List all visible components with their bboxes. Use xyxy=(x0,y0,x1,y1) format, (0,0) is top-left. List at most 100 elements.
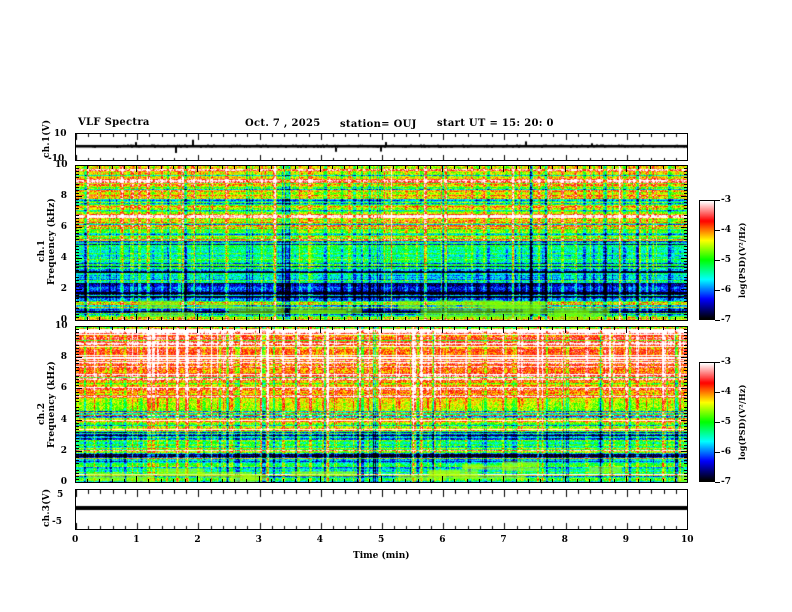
axis-tick xyxy=(76,227,82,228)
axis-tick xyxy=(503,314,504,320)
axis-minor-tick xyxy=(76,398,79,399)
axis-minor-tick xyxy=(76,277,79,278)
axis-tick xyxy=(442,476,443,482)
colorbar-tick xyxy=(715,260,720,261)
axis-minor-tick xyxy=(684,286,687,287)
axis-tick xyxy=(589,327,590,330)
axis-minor-tick xyxy=(684,255,687,256)
colorbar-1-tick--6: -6 xyxy=(721,285,731,295)
axis-minor-tick xyxy=(76,205,79,206)
axis-minor-tick xyxy=(76,448,79,449)
colorbar-2-tick--4: -4 xyxy=(721,387,731,397)
axis-tick xyxy=(467,479,468,482)
axis-tick xyxy=(87,166,88,169)
axis-minor-tick xyxy=(76,457,79,458)
axis-minor-tick xyxy=(76,376,79,377)
axis-tick xyxy=(552,479,553,482)
colorbar-tick xyxy=(715,320,720,321)
axis-tick xyxy=(675,479,676,482)
xtick-6: 6 xyxy=(439,535,446,545)
axis-tick xyxy=(210,327,211,330)
axis-tick xyxy=(87,317,88,320)
axis-minor-tick xyxy=(76,476,79,477)
axis-minor-tick xyxy=(76,187,79,188)
ch1-frequency-axis-label: Frequency (kHz) xyxy=(47,197,57,285)
axis-tick xyxy=(136,314,137,320)
axis-tick xyxy=(577,479,578,482)
axis-minor-tick xyxy=(76,311,79,312)
axis-minor-tick xyxy=(684,329,687,330)
axis-tick xyxy=(259,166,260,172)
axis-tick xyxy=(687,314,688,320)
axis-tick xyxy=(246,327,247,330)
axis-minor-tick xyxy=(684,398,687,399)
axis-tick xyxy=(161,479,162,482)
axis-tick xyxy=(124,327,125,330)
axis-minor-tick xyxy=(76,171,79,172)
axis-tick xyxy=(320,476,321,482)
axis-minor-tick xyxy=(684,354,687,355)
axis-tick xyxy=(405,317,406,320)
ch2-ytick-6: 6 xyxy=(60,383,67,393)
axis-tick xyxy=(430,327,431,330)
axis-minor-tick xyxy=(684,298,687,299)
axis-minor-tick xyxy=(76,249,79,250)
axis-tick xyxy=(210,166,211,169)
ch1-ytick-10: 10 xyxy=(54,129,67,139)
axis-minor-tick xyxy=(76,410,79,411)
axis-tick xyxy=(271,166,272,169)
ch1-ytick-neg10: -10 xyxy=(48,154,65,164)
axis-minor-tick xyxy=(76,317,79,318)
axis-tick xyxy=(246,317,247,320)
axis-tick xyxy=(663,327,664,330)
axis-minor-tick xyxy=(684,264,687,265)
axis-tick xyxy=(479,166,480,169)
axis-tick xyxy=(405,327,406,330)
axis-tick xyxy=(491,479,492,482)
axis-minor-tick xyxy=(76,360,79,361)
colorbar-2-tick--7: -7 xyxy=(721,477,731,487)
colorbar-1-tick--5: -5 xyxy=(721,255,731,265)
ch1-spectrogram xyxy=(76,166,687,320)
axis-minor-tick xyxy=(76,338,79,339)
axis-tick xyxy=(369,317,370,320)
axis-tick xyxy=(589,317,590,320)
ch3-ytick-5: 5 xyxy=(57,490,64,500)
axis-minor-tick xyxy=(684,470,687,471)
axis-minor-tick xyxy=(76,354,79,355)
axis-minor-tick xyxy=(684,338,687,339)
axis-minor-tick xyxy=(76,479,79,480)
axis-minor-tick xyxy=(684,454,687,455)
xtick-5: 5 xyxy=(378,535,385,545)
axis-tick xyxy=(626,314,627,320)
axis-tick xyxy=(369,327,370,330)
axis-tick xyxy=(87,479,88,482)
axis-minor-tick xyxy=(684,457,687,458)
axis-tick xyxy=(344,479,345,482)
axis-tick xyxy=(185,327,186,330)
axis-minor-tick xyxy=(76,379,79,380)
axis-tick xyxy=(76,420,82,421)
axis-tick xyxy=(210,479,211,482)
axis-minor-tick xyxy=(684,314,687,315)
axis-minor-tick xyxy=(684,193,687,194)
axis-minor-tick xyxy=(684,221,687,222)
axis-minor-tick xyxy=(76,233,79,234)
axis-minor-tick xyxy=(684,249,687,250)
axis-minor-tick xyxy=(76,395,79,396)
axis-tick xyxy=(479,479,480,482)
axis-minor-tick xyxy=(76,301,79,302)
axis-tick xyxy=(675,327,676,330)
axis-minor-tick xyxy=(684,395,687,396)
ch2-ytick-2: 2 xyxy=(60,446,67,456)
axis-tick xyxy=(601,479,602,482)
axis-minor-tick xyxy=(76,385,79,386)
axis-minor-tick xyxy=(76,429,79,430)
axis-tick xyxy=(430,479,431,482)
ch1-spectrogram-channel-label: ch.1 xyxy=(37,239,47,262)
axis-minor-tick xyxy=(76,332,79,333)
axis-tick xyxy=(308,479,309,482)
figure-station: station= OUJ xyxy=(340,119,417,130)
axis-tick xyxy=(99,317,100,320)
axis-tick xyxy=(681,420,687,421)
